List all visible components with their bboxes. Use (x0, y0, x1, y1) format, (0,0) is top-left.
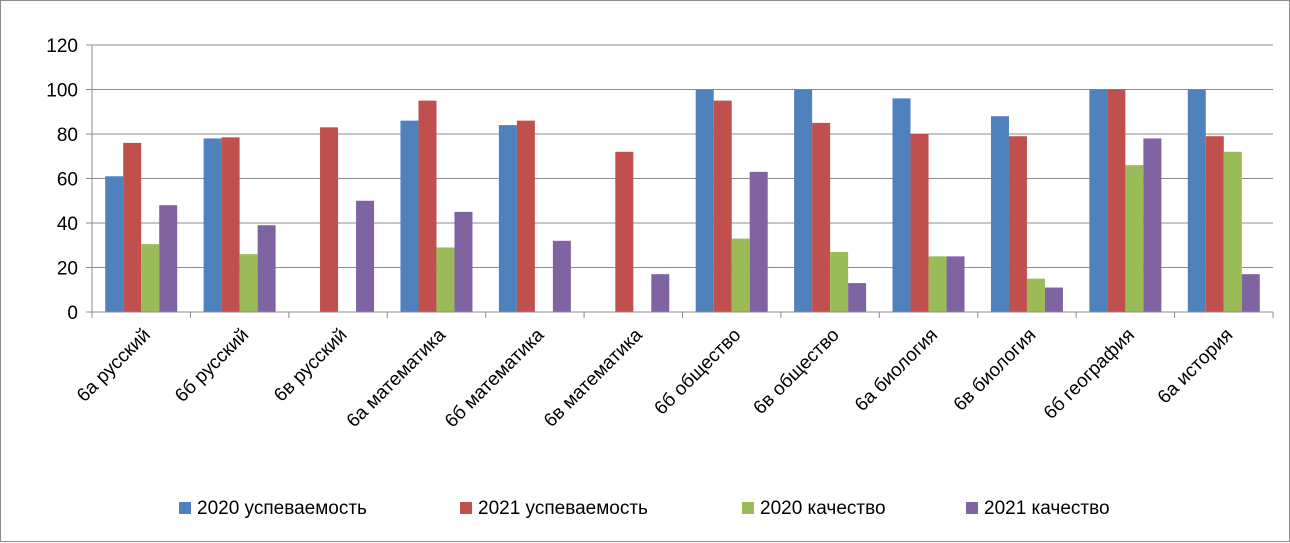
x-tick-label: 6в русский (270, 325, 351, 406)
bar (946, 256, 965, 312)
bar (1125, 165, 1144, 312)
bar (454, 211, 473, 312)
bar (1008, 136, 1027, 312)
bar (713, 100, 732, 312)
bar (203, 138, 222, 312)
legend-label: 2020 качество (760, 498, 886, 519)
bar (1223, 151, 1242, 312)
legend-label: 2021 качество (984, 498, 1110, 519)
bar (812, 122, 831, 312)
bar (123, 142, 142, 312)
x-tick-label: 6в математика (540, 324, 647, 431)
legend-swatch (179, 502, 191, 514)
x-tick-label: 6а русский (73, 325, 155, 407)
bars (105, 89, 1260, 313)
x-tick-label: 6б русский (171, 325, 253, 407)
legend-swatch (742, 502, 754, 514)
bar (320, 127, 339, 312)
bar (552, 240, 571, 312)
y-tick-label: 20 (57, 259, 78, 280)
legend-swatch (460, 502, 472, 514)
y-tick-label: 40 (57, 214, 78, 235)
bar (928, 256, 947, 312)
bar (1026, 278, 1045, 312)
bar (848, 283, 867, 312)
bar (1187, 89, 1206, 312)
bar (239, 254, 258, 312)
y-tick-label: 120 (46, 36, 78, 57)
y-tick-label: 0 (67, 303, 78, 324)
bar (651, 274, 670, 312)
y-tick-label: 60 (57, 170, 78, 191)
bar (1107, 89, 1126, 312)
bar (418, 100, 437, 312)
bar (105, 176, 124, 312)
x-tick-label: 6а биология (851, 325, 942, 416)
x-tick-label: 6в общество (750, 325, 844, 419)
bar (1089, 89, 1108, 312)
legend-label: 2020 успеваемость (197, 498, 367, 519)
bar (1241, 274, 1260, 312)
legend: 2020 успеваемость 2021 успеваемость 2020 к… (179, 498, 1110, 519)
bar (731, 238, 750, 312)
bar (892, 98, 911, 313)
legend-label: 2021 успеваемость (478, 498, 648, 519)
bar (1205, 136, 1224, 312)
bar (749, 171, 768, 312)
x-tick-label: 6а история (1154, 325, 1237, 408)
bar (990, 116, 1009, 312)
x-tick-label: 6б математика (441, 324, 549, 432)
legend-swatch (966, 502, 978, 514)
bar (615, 151, 634, 312)
x-tick-label: 6в биология (950, 325, 1041, 416)
bar (910, 134, 929, 312)
y-tick-label: 100 (46, 81, 78, 102)
bar (436, 247, 455, 312)
bar (695, 89, 714, 312)
gridlines (92, 44, 1273, 268)
bar (400, 120, 419, 313)
bar (221, 137, 240, 312)
bar (498, 125, 517, 312)
x-tick-label: 6а математика (343, 324, 450, 431)
bar (356, 200, 375, 312)
y-axis-ticks: 0 20 40 60 80 100 120 (46, 36, 78, 324)
x-tick-label: 6б общество (651, 325, 746, 420)
bar (159, 205, 178, 312)
bar (794, 89, 813, 312)
bar (1143, 138, 1162, 312)
bar (141, 244, 160, 312)
bar (830, 251, 849, 312)
bar (257, 225, 276, 312)
x-tick-label: 6б география (1040, 325, 1139, 424)
bar (1044, 287, 1063, 312)
axes (86, 44, 1274, 318)
y-tick-label: 80 (57, 125, 78, 146)
bar (516, 120, 535, 313)
